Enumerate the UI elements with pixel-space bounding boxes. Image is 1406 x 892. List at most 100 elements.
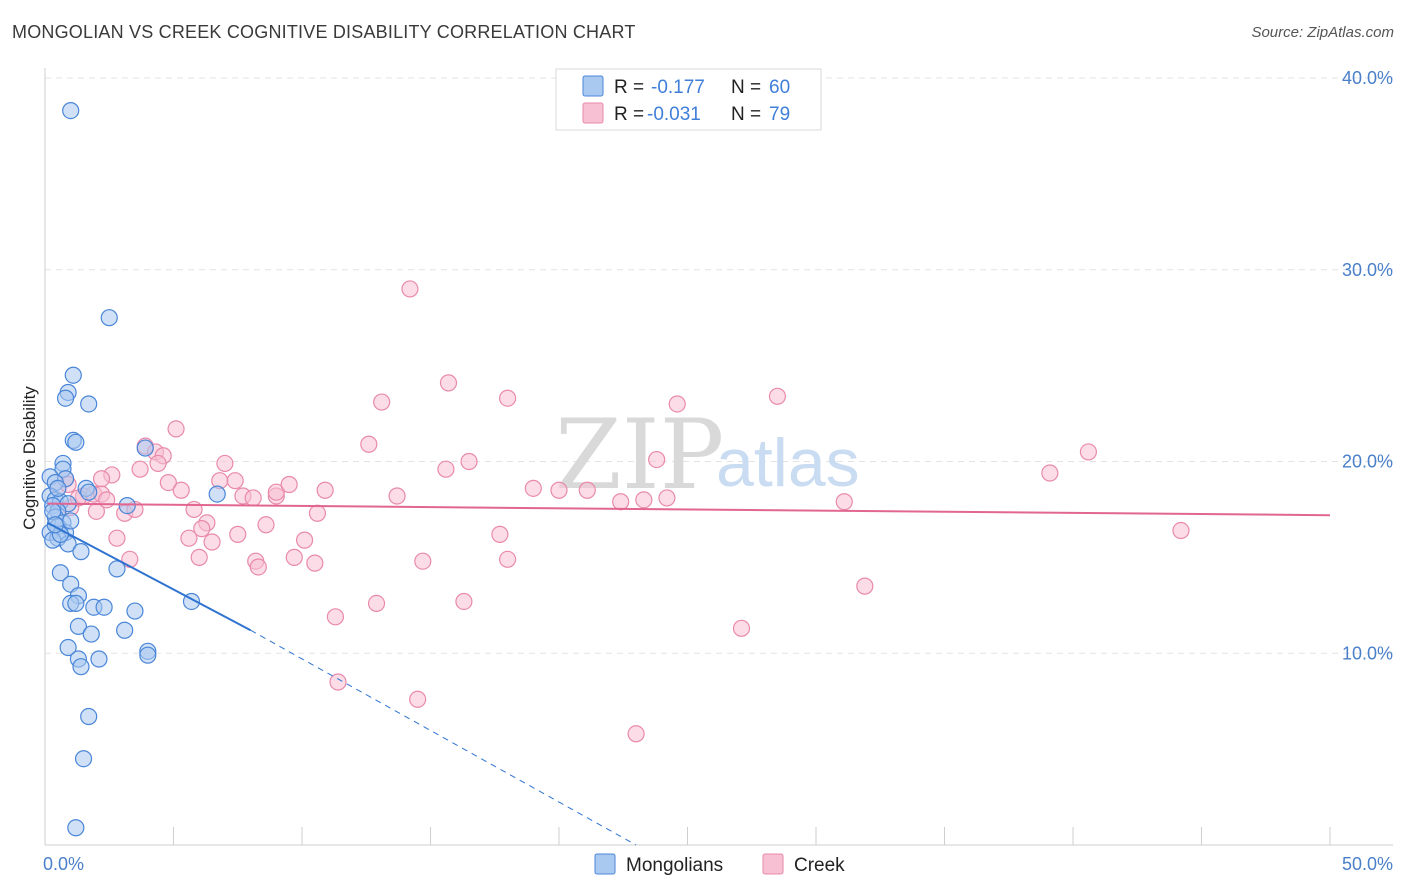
mongolian-point xyxy=(67,594,85,612)
legend-r-value-creek: -0.031 xyxy=(647,104,701,125)
creek-point xyxy=(267,483,285,501)
mongolian-point xyxy=(74,750,93,768)
mongolian-point xyxy=(139,646,157,664)
bottom-legend: Mongolians Creek xyxy=(594,853,845,876)
creek-point xyxy=(280,475,298,494)
axes xyxy=(44,68,1393,846)
mongolian-point xyxy=(82,625,100,643)
legend-r-label-creek: R = xyxy=(614,104,644,125)
creek-point xyxy=(226,472,244,490)
creek-point xyxy=(316,481,334,499)
creek-point xyxy=(439,374,458,392)
legend-n-label-mongolians: N = xyxy=(731,77,761,98)
creek-point xyxy=(360,435,378,453)
grid-lines xyxy=(45,77,1393,654)
creek-point xyxy=(460,452,478,471)
mongolian-point xyxy=(67,819,85,837)
creek-point xyxy=(229,525,247,543)
creek-point xyxy=(550,481,568,499)
watermark-atlas: atlas xyxy=(716,425,860,501)
legend-n-label-creek: N = xyxy=(731,104,761,125)
creek-point xyxy=(835,493,853,511)
mongolian-point xyxy=(72,543,90,561)
creek-point xyxy=(1172,521,1190,540)
creek-point xyxy=(668,395,686,413)
mongolians-trend-extension xyxy=(250,629,637,846)
creek-point xyxy=(401,280,419,298)
creek-point xyxy=(1041,464,1059,482)
mongolian-point xyxy=(100,309,118,327)
creek-point xyxy=(149,454,167,473)
mongolian-point xyxy=(64,366,82,384)
mongolian-point xyxy=(126,602,144,620)
creek-point xyxy=(499,550,517,568)
trend-lines xyxy=(47,502,1331,846)
creek-point xyxy=(373,393,391,411)
creek-point xyxy=(306,554,324,572)
creek-point xyxy=(159,473,177,492)
creek-point xyxy=(1079,443,1098,461)
creek-point xyxy=(627,725,645,743)
legend-swatch-mongolians xyxy=(582,75,604,97)
mongolian-point xyxy=(67,433,85,451)
mongolian-point xyxy=(90,650,108,668)
creek-trend-line xyxy=(47,502,1331,517)
y-tick-label: 40.0% xyxy=(1342,68,1393,88)
mongolian-point xyxy=(118,497,136,515)
creek-point xyxy=(249,558,267,576)
creek-point xyxy=(388,487,406,505)
creek-point xyxy=(185,500,203,519)
y-tick-labels: 10.0% 20.0% 30.0% 40.0% xyxy=(1342,68,1393,663)
creek-series xyxy=(49,280,1190,743)
creek-point xyxy=(190,548,208,566)
watermark: ZIP atlas xyxy=(555,399,860,511)
creek-point xyxy=(131,460,149,478)
mongolian-point xyxy=(56,389,75,407)
y-tick-label: 20.0% xyxy=(1342,452,1393,472)
mongolian-point xyxy=(59,638,77,657)
creek-point xyxy=(244,489,262,507)
creek-point xyxy=(216,454,234,473)
creek-point xyxy=(612,493,630,511)
creek-point xyxy=(658,489,676,507)
mongolian-point xyxy=(80,707,98,726)
creek-point xyxy=(257,516,275,534)
creek-point xyxy=(108,529,126,547)
mongolian-point xyxy=(95,598,113,616)
source-label: Source: ZipAtlas.com xyxy=(1251,24,1394,41)
legend-r-label-mongolians: R = xyxy=(614,77,644,98)
y-axis-label: Cognitive Disability xyxy=(20,386,39,530)
mongolian-point xyxy=(69,617,88,636)
bottom-legend-swatch-mongolians xyxy=(594,853,616,875)
creek-point xyxy=(326,608,345,626)
bottom-legend-creek: Creek xyxy=(794,855,845,876)
creek-point xyxy=(92,470,111,488)
creek-point xyxy=(193,520,211,538)
y-tick-label: 30.0% xyxy=(1342,260,1393,280)
legend-n-value-creek: 79 xyxy=(769,104,790,125)
creek-point xyxy=(367,594,386,612)
creek-point xyxy=(499,389,517,407)
creek-point xyxy=(285,548,303,566)
mongolian-point xyxy=(51,564,70,582)
mongolian-point xyxy=(80,395,98,413)
x-tick-label: 0.0% xyxy=(43,854,84,874)
bottom-legend-mongolians: Mongolians xyxy=(626,855,723,876)
creek-point xyxy=(437,460,455,478)
creek-point xyxy=(856,577,874,595)
legend-r-value-mongolians: -0.177 xyxy=(651,77,705,98)
creek-point xyxy=(414,552,432,570)
creek-point xyxy=(524,479,542,497)
creek-point xyxy=(98,491,116,509)
creek-point xyxy=(455,592,473,611)
creek-point xyxy=(648,450,666,469)
creek-point xyxy=(295,531,314,549)
bottom-legend-swatch-creek xyxy=(762,853,784,875)
mongolian-point xyxy=(80,483,98,501)
creek-point xyxy=(635,491,653,509)
creek-point xyxy=(180,529,198,547)
mongolian-point xyxy=(49,479,67,497)
creek-point xyxy=(491,525,509,543)
mongolian-point xyxy=(136,439,154,457)
